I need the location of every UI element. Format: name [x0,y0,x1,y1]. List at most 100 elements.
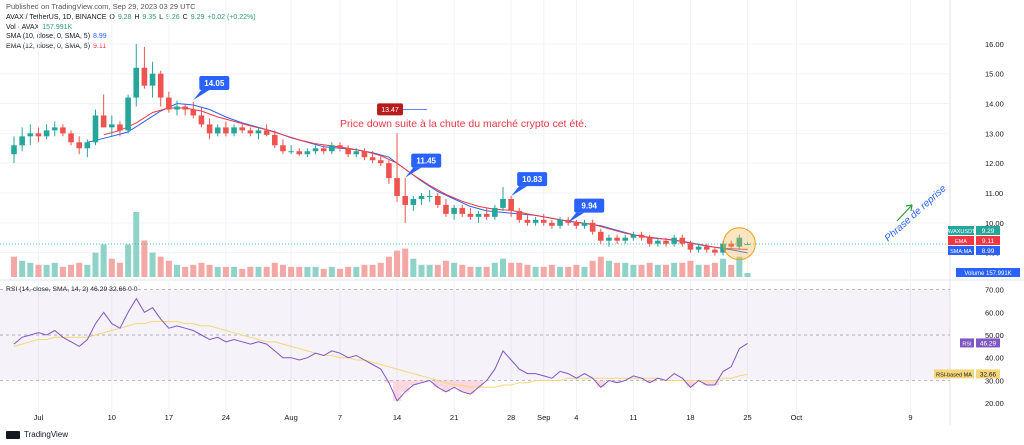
legend-sma-row[interactable]: SMA (10, close, 0, SMA, 5) 8.99 [6,32,256,42]
candle-body [483,213,490,217]
time-tick-label: 17 [165,413,173,422]
rsi-oversold-fill [702,380,711,385]
volume-bar [133,212,140,277]
annotation-recovery: Phrase de reprise [883,183,949,244]
axis-label-valuebox [976,226,1000,235]
candle-body [614,237,620,241]
volume-bar [728,264,735,277]
volume-bar [385,256,392,277]
candle-body [345,148,351,155]
candle-body [92,115,99,143]
candle-body [549,222,555,226]
rsi-label-tag [960,338,974,348]
volume-bar [638,264,645,277]
rsi-ma-line [13,320,748,388]
volume-bars [11,212,751,277]
candle-body [329,145,335,152]
legend-high: 9.35 [142,14,157,21]
volume-bar [27,262,34,277]
legend-symbol[interactable]: AVAX / TetherUS, 1D, BINANCE [6,14,107,21]
volume-bar [263,266,270,277]
axis-label-value: 9.29 [982,228,995,235]
tradingview-logo[interactable]: TradingView [6,430,68,439]
time-tick-label: 28 [507,413,515,422]
volume-bar [35,264,42,277]
price-tick-label: 15.00 [985,70,1004,79]
candle-body [410,198,417,205]
volume-bar [736,256,743,277]
candle-body [312,148,319,152]
published-line: Published on TradingView.com, Sep 29, 20… [6,2,196,11]
candle-body [451,207,457,214]
candle-body [43,130,50,137]
volume-bar [442,260,449,277]
legend-volume-value: 157.991K [42,23,73,31]
axis-label-name: EMA [955,239,967,245]
price-callout: 14.05 [193,76,230,101]
candle-body [418,195,425,199]
rsi-oversold-fill [441,380,451,392]
candle-body [27,133,34,137]
candle-body [663,240,669,244]
candle-body [117,124,123,131]
rsi-label-valuebox [976,369,1000,379]
legend-volume-row[interactable]: Vol · AVAX 157.991K [6,23,256,33]
volume-bar [695,264,702,277]
volume-bar [369,264,376,277]
candle-body [60,127,66,134]
candle-body [557,219,563,226]
volume-bar [581,266,588,277]
volume-label-text: Volume 157.991K [964,271,1011,277]
volume-bar [532,266,539,277]
annotation-price-down: Price down suite à la chute du marché cr… [340,118,587,130]
volume-bar [231,266,238,277]
axis-label-name: AVAXUSDT [947,229,976,235]
price-tick-label: 10.00 [985,219,1004,228]
volume-bar [214,266,221,277]
rsi-oversold-fill [596,380,605,388]
volume-bar [524,264,531,277]
candle-body [630,234,637,238]
volume-bar [622,262,629,277]
volume-bar [434,264,441,277]
volume-bar [100,244,107,277]
candle-body [51,127,58,131]
candle-body [296,151,303,155]
volume-bar [108,258,115,277]
legend-h-label: H [134,14,140,21]
candle-body [272,134,278,146]
candle-body [174,106,180,110]
volume-bar [304,266,311,277]
callout-box [199,76,230,91]
volume-bar [426,264,433,277]
candle-body [516,210,523,220]
candle-body [288,151,294,153]
price-tick-label: 12.00 [985,159,1004,168]
time-tick-label: 10 [108,413,116,422]
legend-low: 9.26 [166,14,180,21]
candle-body [687,243,694,250]
volume-bar [206,264,213,277]
volume-bar [663,264,669,277]
axis-label-tag [948,236,974,245]
time-tick-label: 4 [574,413,578,422]
rsi-label-value: 46.29 [980,340,997,347]
volume-bar [255,266,262,277]
legend-ema-row[interactable]: EMA (12, close, 0, SMA, 5) 9.11 [6,42,256,52]
rsi-tick-label: 50.00 [985,331,1004,340]
candle-body [394,178,400,196]
candle-body [720,243,726,253]
volume-bar [483,266,490,277]
candle-body [84,142,91,149]
candle-body [109,124,115,128]
candle-body [320,148,327,152]
chart-legend: AVAX / TetherUS, 1D, BINANCE O9.28 H9.35… [6,13,256,51]
volume-bar [157,256,164,277]
volume-bar [394,250,401,277]
volume-bar [573,264,580,277]
axis-price-label: SMA:MA 8.99 [948,246,1000,255]
volume-bar [654,264,661,277]
candle-body [157,73,164,98]
volume-bar [222,266,229,277]
